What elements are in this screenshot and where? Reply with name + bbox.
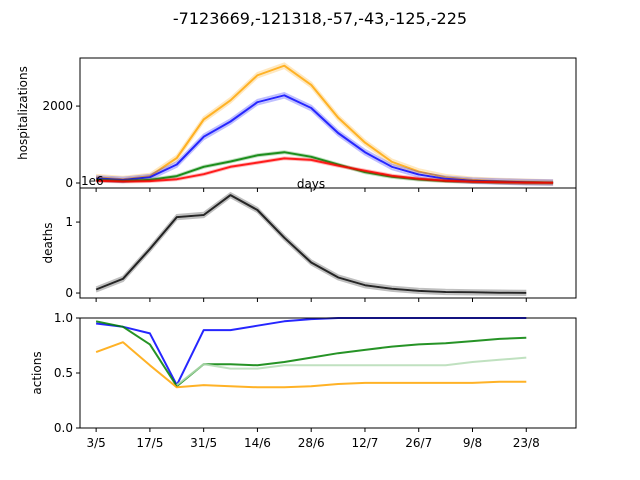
y-tick-label: 0.0 [54, 421, 73, 435]
series-band-line [95, 191, 527, 292]
x-tick-label: 14/6 [244, 436, 271, 450]
series-group [95, 191, 527, 296]
series-group [95, 317, 527, 389]
series-band-line [96, 91, 554, 182]
x-tick-label: 12/7 [351, 436, 378, 450]
y-axis-label: hospitalizations [16, 66, 30, 160]
deaths-panel: 1e6 deaths 0 1 [41, 174, 577, 302]
x-tick-label: 31/5 [190, 436, 217, 450]
series-group [96, 62, 554, 186]
series-line-3 [176, 356, 527, 386]
y-axis-label: deaths [41, 223, 55, 264]
series-line-1 [95, 320, 527, 388]
series-line-0 [96, 64, 554, 184]
y-axis-label: actions [30, 351, 44, 394]
y-tick-label: 1 [65, 215, 73, 229]
axes-frame [79, 317, 577, 429]
x-tick-label: 28/6 [298, 436, 325, 450]
x-tick-label: 9/8 [463, 436, 482, 450]
y-tick-label: 1.0 [54, 311, 73, 325]
y-tick-label: 2000 [42, 99, 73, 113]
figure-title: -7123669,-121318,-57,-43,-125,-225 [173, 9, 467, 28]
series-line-1 [96, 94, 554, 184]
y-tick-label: 0.5 [54, 366, 73, 380]
x-tick-label: 17/5 [136, 436, 163, 450]
series-line-2 [95, 341, 527, 389]
x-tick-label: 23/8 [513, 436, 540, 450]
series-line-3 [96, 157, 554, 184]
series-band-line [96, 96, 554, 186]
y-tick-label: 0 [65, 176, 73, 190]
series-band-line [96, 62, 554, 182]
x-tick-label: 3/5 [86, 436, 105, 450]
axes-frame [79, 187, 577, 299]
series-line-0 [95, 194, 527, 294]
actions-panel: actions 0.0 0.5 1.0 3/5 17/5 31/5 14/6 28/6 12/7… [30, 311, 577, 450]
y-offset-label: 1e6 [81, 174, 104, 188]
y-tick-label: 0 [65, 286, 73, 300]
x-tick-label: 26/7 [405, 436, 432, 450]
series-band-line [95, 196, 527, 296]
